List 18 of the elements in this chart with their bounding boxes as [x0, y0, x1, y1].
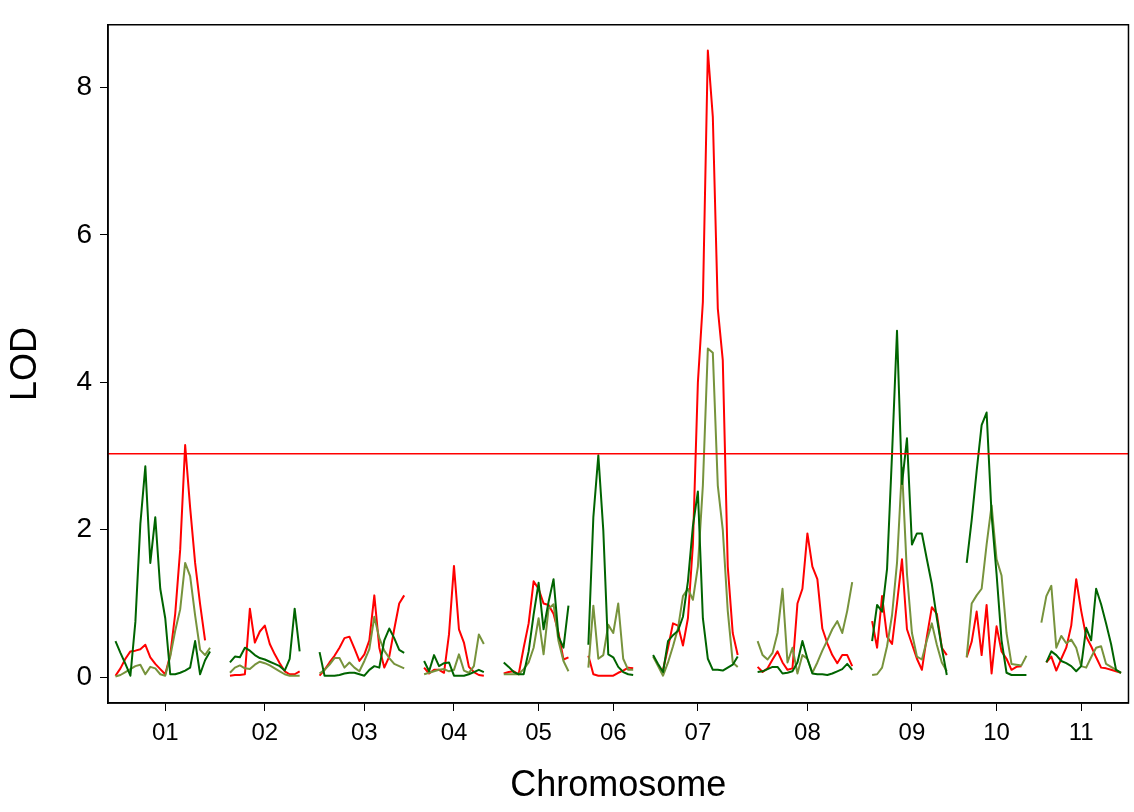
x-axis-title: Chromosome [510, 763, 727, 805]
x-tick-label: 10 [983, 718, 1010, 746]
x-tick-label: 06 [599, 718, 627, 746]
x-tick-label: 09 [898, 718, 926, 746]
y-tick-label: 4 [76, 365, 92, 397]
x-tick-label: 02 [251, 718, 279, 746]
y-tick-label: 2 [76, 512, 92, 544]
x-tick-label: 08 [794, 718, 821, 746]
x-tick-label: 01 [151, 718, 179, 746]
y-tick-label: 6 [76, 217, 92, 249]
y-tick-label: 0 [76, 659, 92, 691]
y-axis-title: LOD [2, 326, 44, 401]
x-tick-label: 05 [525, 718, 552, 746]
x-tick-label: 11 [1068, 718, 1094, 746]
x-tick-label: 04 [440, 718, 468, 746]
y-tick-label: 8 [76, 70, 92, 102]
x-tick-label: 03 [351, 718, 378, 746]
x-tick-label: 07 [684, 718, 712, 746]
